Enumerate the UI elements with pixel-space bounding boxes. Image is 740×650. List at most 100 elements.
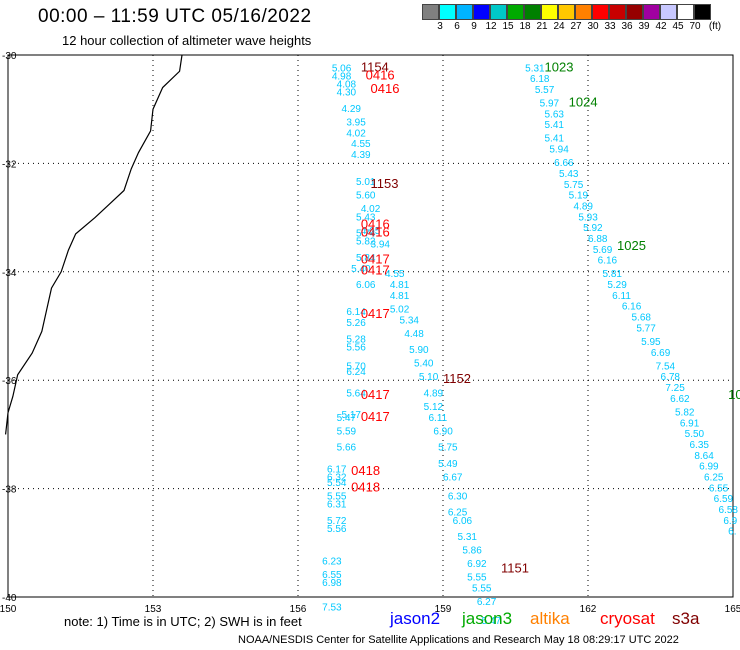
coastline — [4, 54, 183, 435]
pass-time-label: 0418 — [351, 463, 380, 478]
pass-time-label: 0416 — [366, 67, 395, 82]
scale-swatch — [643, 4, 660, 20]
pass-time-label: 1025 — [617, 238, 646, 253]
wave-height-value: 5.66 — [337, 443, 357, 454]
pass-time-label: 0417 — [361, 409, 390, 424]
wave-height-value: 3.95 — [346, 117, 366, 128]
wave-height-value: 6.18 — [530, 74, 550, 85]
wave-height-value: 5.59 — [337, 426, 357, 437]
wave-height-value: 5.55 — [467, 573, 487, 584]
wave-height-value: 5.93 — [578, 212, 598, 223]
wave-height-value: 5.64 — [346, 388, 366, 399]
scale-tick-label: 45 — [672, 21, 684, 32]
wave-height-value: 4.89 — [424, 388, 444, 399]
wave-height-value: 6.59 — [714, 494, 734, 505]
scale-swatch — [507, 4, 524, 20]
wave-height-value: 7.54 — [656, 361, 676, 372]
lat-tick-label: -38 — [2, 485, 17, 496]
scale-swatch — [439, 4, 456, 20]
wave-height-value: 6.11 — [429, 413, 448, 424]
wave-height-value: 5.75 — [564, 180, 584, 191]
wave-height-value: 6.98 — [322, 578, 342, 589]
pass-time-label: 0416 — [371, 81, 400, 96]
wave-height-value: 6.30 — [448, 491, 468, 502]
wave-height-value: 5.29 — [607, 280, 627, 291]
pass-time-label: 1153 — [371, 176, 399, 191]
scale-tick-label: 21 — [536, 21, 548, 32]
wave-height-value: 5.50 — [685, 429, 705, 440]
wave-height-value: 7.25 — [665, 383, 685, 394]
wave-height-value: 5.12 — [424, 402, 444, 413]
wave-height-value: 5.82 — [675, 407, 695, 418]
scale-swatch — [456, 4, 473, 20]
wave-height-value: 5.60 — [356, 191, 376, 202]
scale-tick-label: 70 — [689, 21, 701, 32]
scale-tick-label: 30 — [587, 21, 599, 32]
pass-time-label: 0416 — [361, 225, 390, 240]
wave-height-value: 6.14 — [346, 307, 366, 318]
wave-height-value: 5.40 — [351, 264, 371, 275]
pass-time-label: 1152 — [443, 371, 471, 386]
wave-height-value: 5.57 — [535, 85, 555, 96]
lat-tick-label: -34 — [2, 268, 17, 279]
wave-height-value: 5.72 — [327, 516, 347, 527]
color-scale — [422, 4, 711, 20]
scale-tick-label: 27 — [570, 21, 582, 32]
wave-height-value: 6.25 — [704, 472, 724, 483]
lat-tick-label: -32 — [2, 159, 17, 170]
pass-time-label: 1154 — [361, 59, 389, 74]
scale-swatch — [490, 4, 507, 20]
scale-tick-label: 6 — [454, 21, 460, 32]
pass-time-label: 0417 — [361, 252, 390, 267]
wave-height-value: 6.55 — [709, 483, 729, 494]
wave-height-value: 6.62 — [670, 394, 690, 405]
scale-swatch — [422, 4, 439, 20]
lon-tick-label: 159 — [435, 604, 452, 615]
pass-time-label: 0417 — [361, 387, 390, 402]
wave-height-value: 4.65 — [361, 226, 381, 237]
wave-height-value: 6.16 — [598, 256, 618, 267]
scale-tick-label: 24 — [553, 21, 565, 32]
wave-height-value: 7.53 — [322, 603, 342, 614]
pass-time-label: 1024 — [569, 94, 598, 109]
wave-height-value: 6.69 — [651, 348, 671, 359]
wave-height-value: 5.43 — [356, 212, 376, 223]
wave-height-value: 6.55 — [322, 570, 342, 581]
wave-height-value: 8.64 — [694, 451, 714, 462]
wave-height-value: 5.02 — [390, 304, 410, 315]
wave-height-value: 5.55 — [327, 491, 347, 502]
wave-height-value: 4.02 — [346, 128, 366, 139]
scale-swatch — [592, 4, 609, 20]
wave-height-value: 5.40 — [414, 359, 434, 370]
lat-tick-label: -30 — [2, 51, 17, 62]
scale-swatch — [660, 4, 677, 20]
wave-height-value: 6.16 — [622, 302, 642, 313]
wave-height-value: 4.39 — [351, 150, 371, 161]
scale-swatch — [541, 4, 558, 20]
color-scale-labels: 3 6 9 12 15 18 21 24 27 30 33 36 39 42 45 70 (ft) — [422, 21, 740, 33]
wave-height-value: 6.67 — [443, 472, 463, 483]
wave-height-value: 5.90 — [409, 345, 429, 356]
scale-tick-label: 3 — [437, 21, 443, 32]
wave-height-value: 4.98 — [332, 71, 352, 82]
wave-height-value: 6.06 — [453, 516, 473, 527]
pass-time-label: 0417 — [361, 306, 390, 321]
wave-height-value: 5.63 — [545, 109, 565, 120]
wave-height-value: 6.11 — [612, 291, 631, 302]
scale-swatch — [473, 4, 490, 20]
legend-cryosat: cryosat — [600, 609, 655, 628]
lat-tick-label: -40 — [2, 593, 17, 604]
pass-time-label: 1151 — [501, 561, 529, 576]
wave-height-value: 4.55 — [385, 269, 405, 280]
wave-height-value: 6. — [728, 527, 736, 538]
wave-height-value: 4.81 — [390, 291, 410, 302]
map-title: 00:00 – 11:59 UTC 05/16/2022 — [38, 6, 312, 27]
scale-tick-label: 33 — [604, 21, 616, 32]
scale-tick-label: 39 — [638, 21, 650, 32]
wave-height-value: 5.84 — [356, 253, 376, 264]
lon-tick-label: 156 — [290, 604, 307, 615]
wave-height-value: 5.75 — [438, 443, 458, 454]
wave-height-value: 5.10 — [419, 372, 439, 383]
wave-height-value: 4.48 — [404, 329, 424, 340]
